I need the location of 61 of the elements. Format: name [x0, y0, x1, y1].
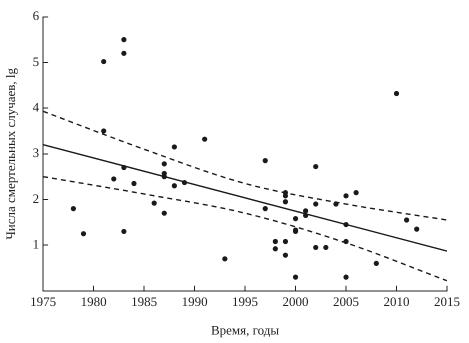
point: [111, 176, 116, 182]
y-tick-label: 3: [32, 145, 40, 160]
y-tick-label: 4: [32, 100, 40, 115]
point: [282, 238, 288, 244]
point: [282, 199, 288, 204]
point: [354, 190, 359, 196]
x-tick-label: 2005: [333, 294, 360, 310]
point: [313, 244, 318, 250]
point: [121, 228, 126, 234]
point: [101, 128, 106, 134]
point: [162, 174, 167, 180]
point: [172, 183, 177, 188]
x-tick-label: 2015: [434, 294, 460, 310]
x-axis-title: Время, годы: [210, 322, 280, 338]
point: [121, 164, 126, 170]
point: [343, 193, 349, 198]
point: [333, 201, 339, 207]
x-tick-label: 1975: [30, 294, 56, 310]
point: [101, 58, 106, 64]
point: [313, 201, 318, 207]
x-tick-label: 2010: [384, 294, 410, 310]
point: [394, 90, 400, 96]
point: [131, 180, 137, 186]
point: [272, 238, 278, 244]
y-tick-label: 1: [32, 236, 40, 252]
point: [323, 244, 328, 250]
point: [70, 206, 76, 212]
y-axis-title: Числа смертельных случаев, lg: [3, 67, 18, 240]
point: [414, 226, 420, 232]
point: [292, 274, 298, 280]
y-tick-label: 2: [32, 190, 40, 206]
point: [152, 200, 157, 206]
point: [282, 252, 288, 258]
point: [121, 50, 126, 56]
point: [303, 208, 308, 214]
point: [272, 246, 278, 252]
point: [292, 216, 298, 222]
x-tick-label: 1985: [131, 294, 158, 310]
point: [343, 238, 349, 244]
point: [222, 256, 228, 262]
x-tick-label: 1980: [80, 294, 107, 310]
point: [202, 136, 208, 142]
point: [404, 217, 410, 223]
x-tick-label: 1990: [182, 294, 208, 310]
point: [343, 222, 349, 228]
point: [80, 231, 86, 236]
point: [374, 260, 379, 266]
x-tick-label: 2000: [282, 294, 309, 310]
point: [121, 37, 126, 42]
point: [303, 212, 308, 218]
point: [262, 206, 268, 212]
point: [262, 158, 268, 164]
point: [343, 274, 349, 280]
point: [182, 180, 188, 186]
y-tick-label: 5: [32, 54, 40, 69]
y-tick-label: 6: [32, 8, 40, 24]
x-tick-label: 1995: [232, 294, 258, 310]
point: [172, 144, 177, 150]
point: [162, 161, 167, 166]
point: [162, 210, 167, 216]
point: [313, 164, 318, 170]
